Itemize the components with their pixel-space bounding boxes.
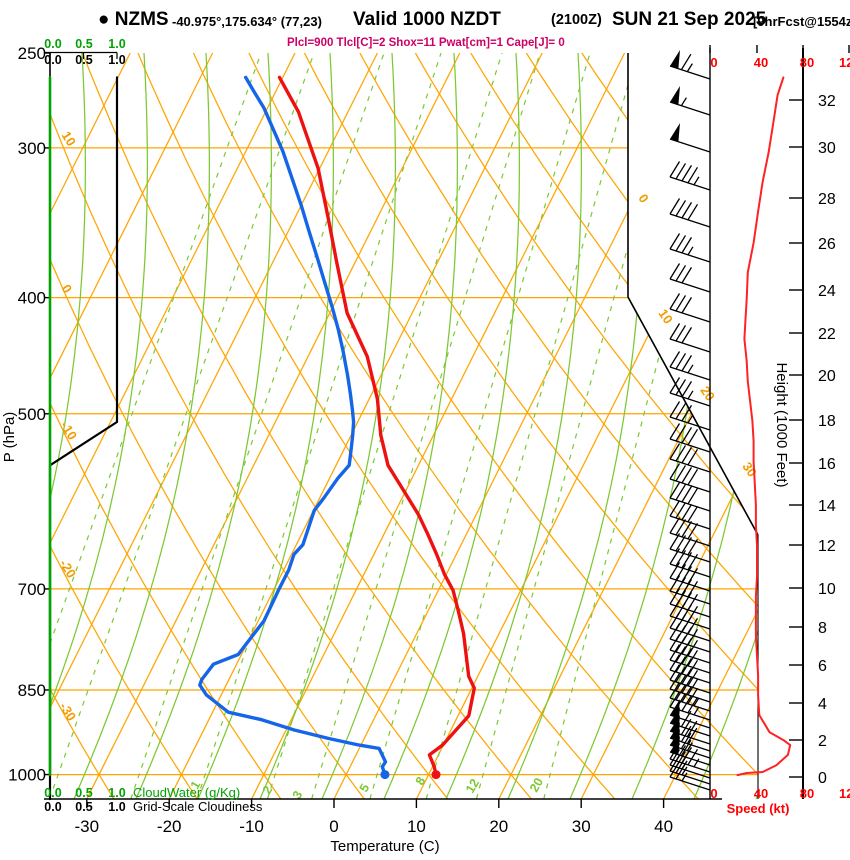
speed-tick-label: 0 xyxy=(710,786,717,801)
cloudwater-scale-value: 0.0 xyxy=(44,786,61,800)
cloudiness-scale-value: 1.0 xyxy=(108,800,125,814)
stability-indices: Plcl=900 Tlcl[C]=2 Shox=11 Pwat[cm]=1 Ca… xyxy=(287,37,565,49)
pressure-tick-label: 1000 xyxy=(8,766,46,785)
dry-adiabat-label: -10 xyxy=(57,419,80,443)
cloudwater-scale-value: 0.5 xyxy=(75,786,92,800)
height-tick-label: 2 xyxy=(818,733,827,750)
dry-adiabat-label: 10 xyxy=(59,129,79,149)
pressure-axis-title: P (hPa) xyxy=(1,412,18,463)
station-name: NZMS xyxy=(114,9,169,30)
station-coordinates: -40.975°,175.634° (77,23) xyxy=(172,14,322,29)
pressure-tick-label: 400 xyxy=(18,289,46,308)
wind-speed-profile xyxy=(736,76,792,777)
height-tick-label: 10 xyxy=(818,581,836,598)
temperature-axis-title: Temperature (C) xyxy=(330,838,439,855)
height-tick-label: 24 xyxy=(818,283,836,300)
speed-axis-title: Speed (kt) xyxy=(727,801,790,816)
height-tick-label: 18 xyxy=(818,413,836,430)
cloudiness-scale-value: 1.0 xyxy=(108,53,125,67)
height-tick-label: 22 xyxy=(818,326,836,343)
mixing-ratio-label: 20 xyxy=(527,775,546,794)
dewpoint-curve xyxy=(198,75,388,777)
profiles xyxy=(48,75,792,801)
speed-tick-label: 40 xyxy=(754,786,768,801)
wind-barbs xyxy=(669,50,711,791)
isotherm-label: 10 xyxy=(655,306,676,326)
valid-time-zulu: (2100Z) xyxy=(551,12,602,28)
height-tick-label: 14 xyxy=(818,498,836,515)
station-bullet-icon: ● xyxy=(98,9,110,30)
cloudiness-profile xyxy=(48,76,119,801)
pressure-tick-label: 500 xyxy=(18,405,46,424)
speed-tick-label: 120 xyxy=(839,786,850,801)
cloudiness-scale-value: 0.5 xyxy=(75,800,92,814)
height-tick-label: 28 xyxy=(818,191,836,208)
height-tick-label: 6 xyxy=(818,658,827,675)
temperature-curve xyxy=(277,75,476,777)
valid-date: SUN 21 Sep 2025 xyxy=(612,9,767,30)
cloudiness-scale-value: 0.0 xyxy=(44,53,61,67)
temperature-tick-label: 30 xyxy=(572,817,591,836)
height-tick-label: 0 xyxy=(818,770,827,787)
surface-dewpoint-dot xyxy=(380,770,390,780)
speed-tick-label: 80 xyxy=(800,786,814,801)
dry-adiabat-label: -30 xyxy=(56,700,79,724)
temperature-tick-label: -20 xyxy=(157,817,182,836)
height-tick-label: 4 xyxy=(818,696,827,713)
speed-tick-label: 80 xyxy=(800,55,814,70)
height-tick-label: 26 xyxy=(818,236,836,253)
temperature-tick-label: 40 xyxy=(654,817,673,836)
isotherm-label: 0 xyxy=(635,191,651,206)
isotherm-label: 20 xyxy=(697,383,718,403)
dry-adiabat-label: -20 xyxy=(56,557,79,581)
height-tick-label: 30 xyxy=(818,140,836,157)
pressure-tick-label: 300 xyxy=(18,139,46,158)
isotherm-label: 30 xyxy=(739,459,760,479)
station-title: ● NZMS xyxy=(98,9,169,31)
height-tick-label: 8 xyxy=(818,620,827,637)
cloudiness-scale-value: 0.0 xyxy=(44,800,61,814)
height-tick-label: 32 xyxy=(818,93,836,110)
speed-tick-label: 0 xyxy=(710,55,717,70)
height-axis-title: Height (1000 Feet) xyxy=(773,362,790,487)
speed-tick-label: 40 xyxy=(754,55,768,70)
temperature-tick-label: -10 xyxy=(239,817,264,836)
cloudwater-scale-title: CloudWater (g/Kg) xyxy=(133,785,240,800)
pressure-tick-label: 850 xyxy=(18,681,46,700)
height-tick-label: 12 xyxy=(818,538,836,555)
cloudwater-scale-value: 0.0 xyxy=(44,37,61,51)
temperature-tick-label: 0 xyxy=(329,817,338,836)
cloudwater-scale-value: 1.0 xyxy=(108,786,125,800)
cloudiness-scale-value: 0.5 xyxy=(75,53,92,67)
speed-tick-label: 120 xyxy=(839,55,850,70)
mixing-ratio-label: 8 xyxy=(413,774,429,787)
forecast-info: [9hrFcst@1554z] xyxy=(753,14,850,29)
pressure-tick-label: 700 xyxy=(18,580,46,599)
temperature-tick-label: 20 xyxy=(489,817,508,836)
surface-temperature-dot xyxy=(431,770,441,780)
cloudwater-scale-value: 1.0 xyxy=(108,37,125,51)
height-tick-label: 16 xyxy=(818,456,836,473)
valid-time: Valid 1000 NZDT xyxy=(353,9,501,30)
cloudwater-scale-value: 0.5 xyxy=(75,37,92,51)
pressure-tick-label: 250 xyxy=(18,44,46,63)
mixing-ratio-label: 12 xyxy=(463,776,482,795)
skewt-grid xyxy=(50,53,758,799)
temperature-tick-label: -30 xyxy=(75,817,100,836)
temperature-tick-label: 10 xyxy=(407,817,426,836)
cloudiness-scale-title: Grid-Scale Cloudiness xyxy=(133,799,263,814)
height-tick-label: 20 xyxy=(818,368,836,385)
